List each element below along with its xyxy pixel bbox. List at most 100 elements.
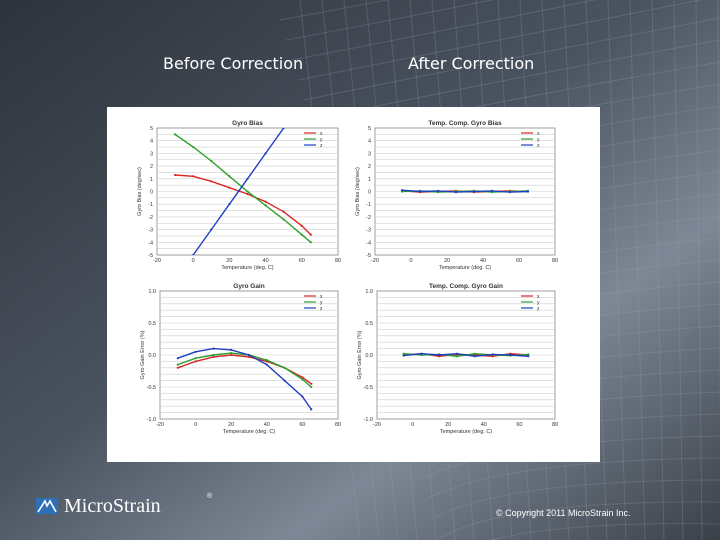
y-tick-label: 0.5 [365,321,373,327]
x-tick-label: 80 [335,422,341,428]
y-tick-label: -1 [366,202,371,208]
data-point-y [176,363,179,366]
x-tick-label: 20 [444,258,450,264]
microstrain-logo: MicroStrain ® [36,493,236,520]
data-point-z [192,253,195,255]
y-tick-label: 0.0 [148,353,156,359]
y-tick-label: 3 [150,151,153,157]
chart-gain-before: 1.0 0.5 0.0 -0.5 -1.0-20 0 20 40 60 80 Gyro Gain Te… [140,283,341,435]
x-tick-label: 80 [335,258,341,264]
legend-label-z: z [320,143,323,149]
data-point-z [508,191,512,194]
data-point-z [418,190,422,193]
data-point-z [454,191,458,194]
y-tick-label: -1.0 [364,417,373,423]
logo-text: MicroStrain [64,495,161,517]
data-point-x [301,376,304,379]
data-point-y [174,133,177,136]
x-tick-label: 60 [299,422,305,428]
legend-label-y: y [320,300,323,306]
data-point-z [228,203,231,206]
legend-label-x: x [320,131,323,137]
x-axis-label: Temperature (deg. C) [221,265,273,271]
legend-label-z: z [537,143,540,149]
y-tick-label: 1 [150,177,153,183]
data-point-z [194,350,197,353]
data-point-y [309,241,312,244]
x-tick-label: -20 [371,258,379,264]
data-point-y [192,145,195,149]
x-tick-label: 80 [552,422,558,428]
y-tick-label: -4 [148,240,153,246]
data-point-z [527,355,530,358]
y-axis-label: Gyro Gain Error (%) [140,330,146,379]
x-tick-label: 40 [263,258,269,264]
data-point-z [438,353,441,357]
data-point-x [282,210,285,213]
x-tick-label: 40 [481,422,487,428]
series-line-z [403,352,529,358]
legend-label-x: x [537,294,540,300]
data-point-z [301,395,304,398]
y-tick-label: 1 [368,177,371,183]
y-axis-label: Gyro Bias (deg/sec) [137,167,143,216]
data-point-y [301,378,304,381]
data-point-x [210,180,213,183]
y-tick-label: 4 [368,139,371,145]
x-tick-label: 0 [194,422,197,428]
legend-label-y: y [537,300,540,306]
y-tick-label: -0.5 [364,385,373,391]
data-point-x [230,353,233,357]
y-tick-label: 5 [150,126,153,132]
x-tick-label: 40 [480,258,486,264]
y-tick-label: 5 [368,126,371,132]
data-point-x [176,366,179,369]
legend-label-y: y [320,137,323,143]
chart-title: Gyro Bias [232,120,263,127]
data-point-z [212,347,215,350]
data-point-z [210,228,213,231]
y-tick-label: -3 [148,228,153,234]
data-point-y [264,204,267,207]
series-line-z [401,189,529,193]
legend-label-z: z [537,306,540,312]
y-tick-label: 4 [150,139,153,145]
data-point-y [194,357,197,360]
y-tick-label: 2 [368,164,371,170]
y-tick-label: -3 [366,228,371,234]
y-tick-label: 1.0 [365,289,373,295]
data-point-x [247,355,251,359]
data-point-z [247,353,251,357]
y-tick-label: -1.0 [147,417,156,423]
data-point-x [309,233,312,236]
charts-panel: 5 4 3 2 1 0 -1 -2 -3 -4 -5 -20 0 20 40 60 80 Gyro Bias Tem… [107,107,600,462]
data-point-y [310,385,313,389]
data-point-z [456,352,459,355]
x-tick-label: 80 [552,258,558,264]
y-tick-label: -5 [366,253,371,259]
data-point-y [300,233,303,236]
data-point-x [264,200,267,203]
copyright-notice: © Copyright 2011 MicroStrain Inc. [496,508,631,518]
data-point-z [490,189,494,192]
data-point-y [228,175,231,178]
data-point-y [456,355,459,358]
chart-gain-after: 1.0 0.5 0.0 -0.5 -1.0-20 0 20 40 60 80 Temp. Comp.… [357,283,558,435]
data-point-y [210,159,213,163]
data-point-z [472,190,476,193]
data-point-x [192,175,195,178]
data-point-x [228,186,231,189]
chart-title: Gyro Gain [233,283,264,290]
x-tick-label: 0 [411,422,414,428]
x-tick-label: 0 [192,258,195,264]
x-tick-label: 60 [516,422,522,428]
x-tick-label: -20 [156,422,164,428]
data-point-z [282,128,285,130]
chart-bias-before: 5 4 3 2 1 0 -1 -2 -3 -4 -5-20 0 20 40 60 80 Gyro Bias Tem… [137,120,341,271]
data-point-z [526,190,530,193]
chart-bias-after: 5 4 3 2 1 0 -1 -2 -3 -4 -5-20 0 20 40 60 80 Temp. Comp. … [355,120,558,271]
x-tick-label: 0 [409,258,412,264]
data-point-y [212,353,215,357]
y-axis-label: Gyro Bias (deg/sec) [355,167,361,216]
y-tick-label: 0.0 [365,353,373,359]
